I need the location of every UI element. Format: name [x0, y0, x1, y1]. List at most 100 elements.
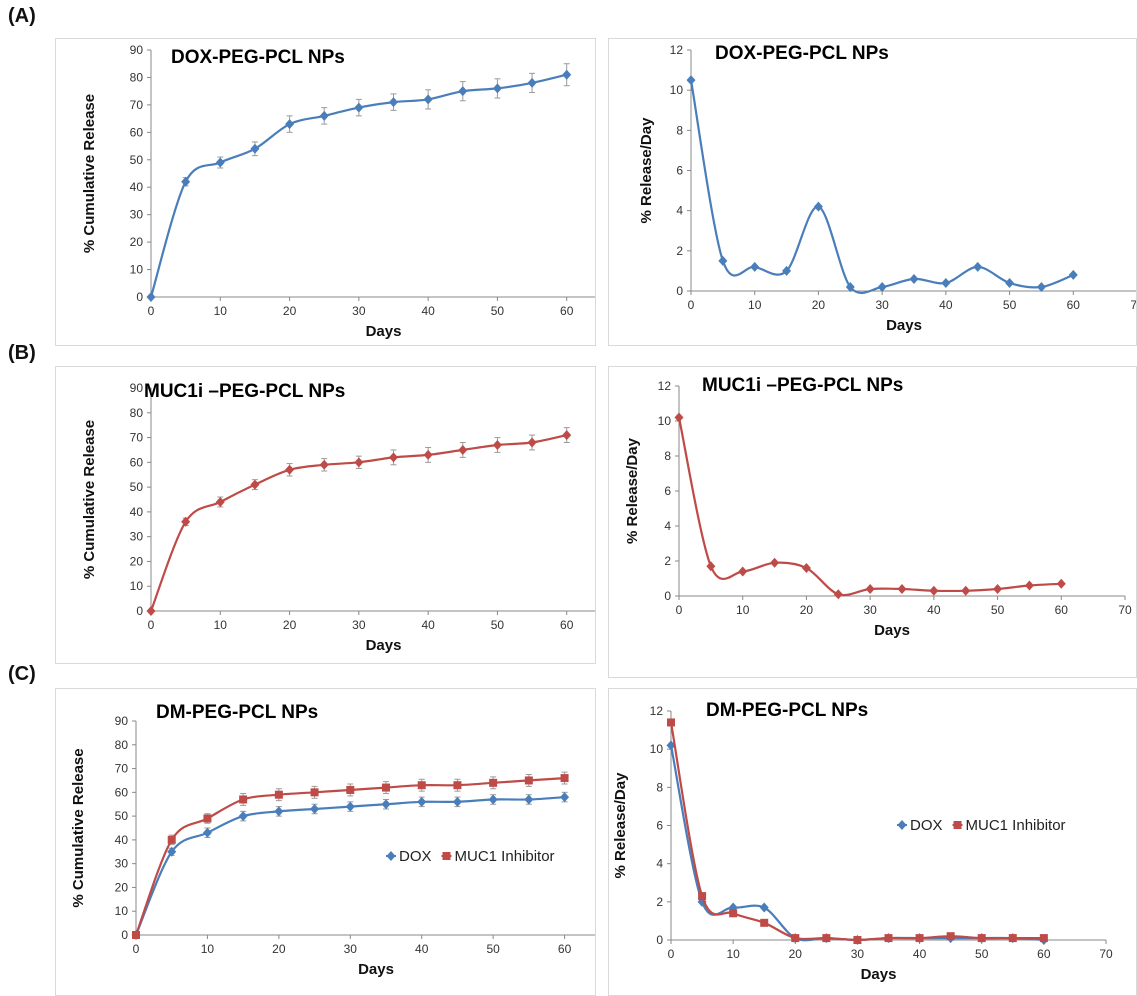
data-point [274, 790, 283, 799]
data-point [215, 157, 225, 168]
data-point [524, 776, 533, 785]
data-point [527, 437, 537, 448]
data-point [181, 516, 191, 527]
data-point [993, 584, 1003, 594]
y-tick-label: 70 [130, 98, 144, 112]
x-axis-title: Days [861, 966, 897, 983]
data-point [319, 459, 329, 470]
y-tick-label: 12 [650, 704, 664, 718]
data-point [1024, 580, 1034, 591]
y-tick-label: 90 [115, 714, 129, 728]
data-point [1068, 269, 1078, 280]
data-point [822, 934, 831, 943]
y-tick-label: 50 [130, 480, 144, 494]
legend-entry: MUC1 Inhibitor [455, 848, 555, 865]
chart-muc1i-per-day: 0 2 4 6 8 10 12 0 10 20 30 40 50 60 70 Days % Release/Da… [608, 366, 1137, 678]
y-tick-label: 2 [656, 895, 663, 909]
x-tick-label: 10 [214, 304, 228, 318]
data-point [389, 452, 398, 463]
data-point [238, 811, 248, 822]
x-tick-label: 60 [560, 304, 574, 318]
chart-title: DOX-PEG-PCL NPs [715, 43, 889, 64]
data-point [884, 934, 893, 943]
y-tick-label: 60 [115, 785, 129, 799]
y-tick-label: 8 [676, 123, 683, 137]
y-tick-label: 6 [664, 484, 671, 498]
x-axis-title: Days [366, 323, 402, 340]
data-point [346, 785, 355, 794]
legend-swatch-marker [442, 852, 451, 860]
y-tick-label: 30 [130, 208, 144, 222]
data-point [453, 781, 462, 790]
data-point [527, 77, 537, 88]
y-tick-label: 0 [676, 284, 683, 298]
chart-dox-per-day: 0 2 4 6 8 10 12 0 10 20 30 40 50 60 70 Days % Release/Da… [608, 38, 1137, 346]
y-tick-label: 80 [130, 406, 144, 420]
data-point [423, 449, 433, 460]
data-point [458, 444, 468, 455]
x-tick-label: 40 [421, 304, 435, 318]
data-point [203, 814, 212, 823]
x-tick-label: 20 [789, 947, 803, 961]
data-point [770, 557, 780, 568]
data-point [738, 566, 748, 577]
x-tick-label: 50 [991, 603, 1005, 617]
data-point [458, 86, 468, 97]
data-point [389, 97, 398, 108]
data-point [833, 589, 843, 600]
x-tick-label: 50 [491, 618, 505, 632]
data-point [381, 799, 391, 810]
data-point [250, 143, 260, 154]
data-point [354, 457, 364, 468]
chart-title: MUC1i –PEG-PCL NPs [144, 381, 345, 402]
x-tick-label: 40 [421, 618, 435, 632]
legend-swatch-marker [386, 851, 396, 861]
data-point [132, 931, 140, 939]
y-tick-label: 4 [676, 204, 683, 218]
y-tick-label: 4 [656, 857, 663, 871]
y-tick-label: 2 [676, 244, 683, 258]
x-tick-label: 30 [875, 298, 889, 312]
y-tick-label: 30 [130, 530, 144, 544]
y-tick-label: 0 [656, 933, 663, 947]
data-point [285, 464, 295, 475]
x-tick-label: 50 [491, 304, 505, 318]
chart-title: MUC1i –PEG-PCL NPs [702, 375, 903, 396]
data-point [1008, 934, 1017, 943]
data-point [760, 918, 769, 927]
legend-entry: DOX [399, 848, 432, 865]
data-point [977, 934, 986, 943]
y-tick-label: 10 [130, 579, 144, 593]
y-tick-label: 12 [658, 379, 672, 393]
data-point [666, 740, 676, 751]
x-tick-label: 20 [812, 298, 826, 312]
y-axis-title: % Release/Day [612, 772, 629, 879]
data-point [146, 606, 156, 616]
data-point [562, 430, 572, 441]
y-tick-label: 0 [664, 589, 671, 603]
data-point [202, 827, 212, 838]
data-point [801, 563, 811, 573]
panel-label-b: (B) [8, 342, 36, 364]
x-tick-label: 0 [676, 603, 683, 617]
x-tick-label: 50 [486, 942, 500, 956]
data-point [146, 292, 156, 302]
series-line-main [677, 417, 1062, 597]
x-tick-label: 20 [283, 304, 297, 318]
data-point [1056, 578, 1066, 589]
y-tick-label: 8 [656, 780, 663, 794]
y-tick-label: 70 [130, 431, 144, 445]
x-tick-label: 60 [1055, 603, 1069, 617]
y-tick-label: 50 [130, 153, 144, 167]
x-axis-title: Days [358, 961, 394, 978]
y-tick-label: 6 [676, 164, 683, 178]
data-point [853, 936, 862, 944]
series-line-dox [669, 745, 1044, 942]
y-axis-title: % Release/Day [624, 437, 641, 544]
chart-svg: 0 2 4 6 8 10 12 0 10 20 30 40 50 60 70 Days % Release/Da… [612, 700, 1113, 983]
y-tick-label: 10 [650, 742, 664, 756]
data-point [560, 774, 569, 783]
x-tick-label: 40 [927, 603, 941, 617]
x-tick-label: 10 [736, 603, 750, 617]
y-tick-label: 4 [664, 519, 671, 533]
